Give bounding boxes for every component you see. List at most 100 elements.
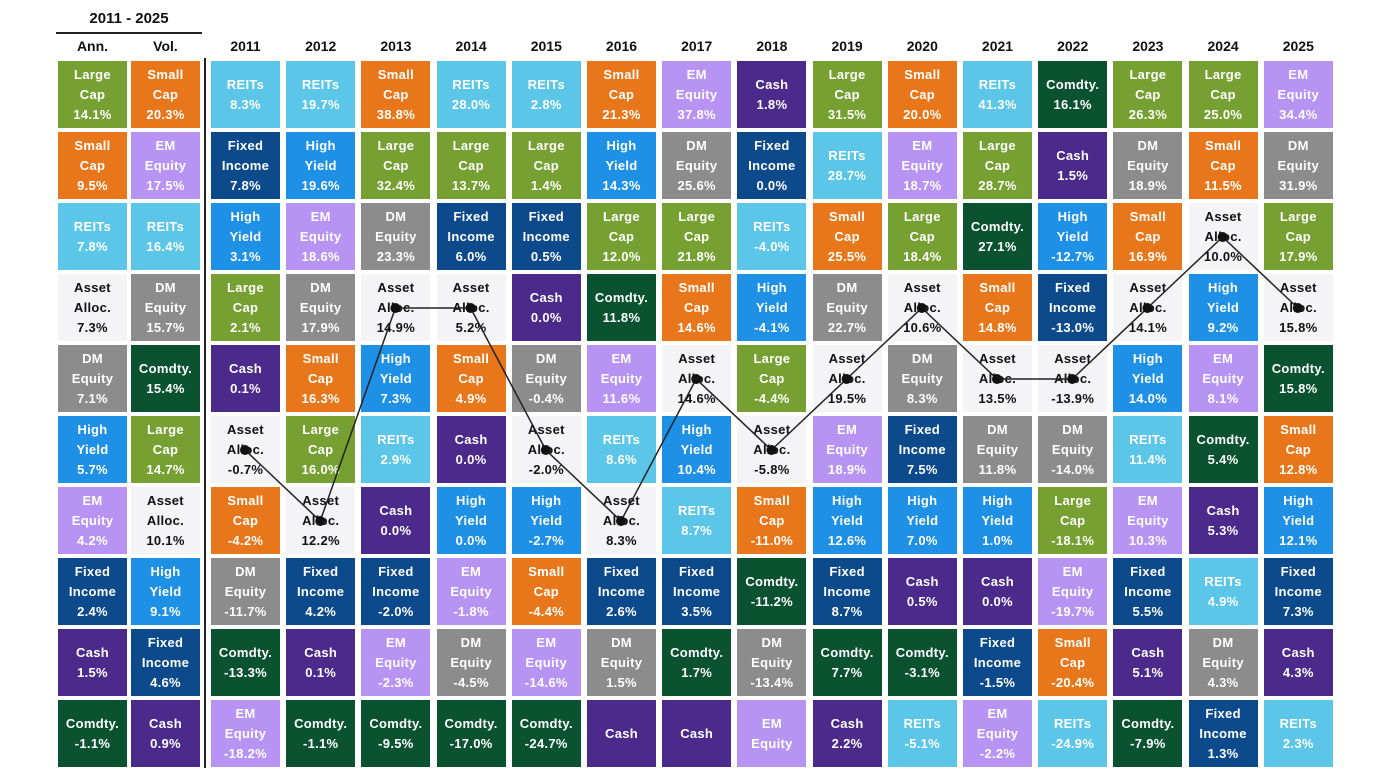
asset-name: Asset Alloc. xyxy=(1054,350,1092,386)
asset-return: 15.8% xyxy=(1279,319,1318,335)
quilt-cell: Asset Alloc. 14.9% xyxy=(361,274,431,341)
quilt-cell: Fixed Income 8.7% xyxy=(812,558,882,625)
asset-name: Small Cap xyxy=(453,350,490,386)
quilt-cell: Fixed Income 2.6% xyxy=(587,558,656,625)
asset-name: Fixed Income xyxy=(1049,279,1097,315)
asset-return: 20.0% xyxy=(903,106,942,122)
asset-name: Small Cap xyxy=(1280,421,1317,457)
asset-return: 1.3% xyxy=(1207,745,1239,761)
asset-return: -9.5% xyxy=(378,735,414,751)
quilt-cell: Small Cap 9.5% xyxy=(58,132,127,199)
asset-return: 18.4% xyxy=(903,248,942,264)
asset-return: 8.7% xyxy=(681,522,713,538)
quilt-cell: Large Cap 16.0% xyxy=(286,416,356,483)
quilt-cell: Asset Alloc. -0.7% xyxy=(211,416,280,483)
quilt-cell: REITs 28.0% xyxy=(436,61,506,128)
quilt-cell: REITs 41.3% xyxy=(963,61,1032,128)
asset-return: 5.3% xyxy=(1207,522,1239,538)
quilt-cell: Large Cap 26.3% xyxy=(1113,61,1183,128)
quilt-cell: Comdty. -11.2% xyxy=(737,558,807,625)
asset-return: 20.3% xyxy=(146,106,185,122)
asset-return: 11.8% xyxy=(978,461,1017,477)
asset-name: Comdty. xyxy=(670,644,724,660)
asset-return: 2.1% xyxy=(230,319,261,335)
asset-name: Cash xyxy=(529,289,563,305)
asset-return: -0.4% xyxy=(528,390,565,406)
asset-return: 0.0% xyxy=(530,309,562,325)
asset-name: Asset Alloc. xyxy=(602,492,641,528)
quilt-cell: High Yield -2.7% xyxy=(511,487,581,554)
asset-return: 15.8% xyxy=(1279,380,1318,396)
asset-name: Large Cap xyxy=(377,137,415,173)
asset-return: 4.3% xyxy=(1207,674,1239,690)
asset-name: Fixed Income xyxy=(297,563,345,599)
asset-return: -18.2% xyxy=(224,745,267,761)
asset-name: Large Cap xyxy=(147,421,184,457)
asset-name: Fixed Income xyxy=(823,563,871,599)
quilt-cell: High Yield 10.4% xyxy=(662,416,732,483)
asset-return: 12.0% xyxy=(602,248,641,264)
asset-name: DM Equity xyxy=(224,563,267,599)
quilt-cell: Asset Alloc. 13.5% xyxy=(963,345,1032,412)
asset-name: Fixed Income xyxy=(973,634,1022,670)
asset-name: DM Equity xyxy=(976,421,1019,457)
asset-return: 10.0% xyxy=(1203,248,1243,264)
asset-name: Small Cap xyxy=(1054,634,1091,670)
quilt-cell: Large Cap 17.9% xyxy=(1263,203,1333,270)
asset-name: Large Cap xyxy=(452,137,490,173)
asset-return: 7.0% xyxy=(906,532,938,548)
asset-name: DM Equity xyxy=(525,350,568,386)
asset-name: High Yield xyxy=(981,492,1014,528)
asset-return: 4.6% xyxy=(150,674,181,690)
asset-name: Large Cap xyxy=(227,279,264,315)
quilt-cell: EM Equity -2.2% xyxy=(963,700,1032,767)
asset-return: 9.5% xyxy=(77,177,108,193)
quilt-cell: Small Cap 16.3% xyxy=(286,345,356,412)
asset-name: Small Cap xyxy=(904,66,941,102)
asset-name: Asset Alloc. xyxy=(678,350,716,386)
asset-return: 5.5% xyxy=(1132,603,1164,619)
quilt-cell: EM Equity -18.2% xyxy=(211,700,280,767)
quilt-cell: High Yield 12.1% xyxy=(1263,487,1333,554)
quilt-cell: Comdty. -9.5% xyxy=(361,700,431,767)
asset-name: Comdty. xyxy=(895,644,949,660)
asset-return: -1.1% xyxy=(302,735,339,751)
asset-name: DM Equity xyxy=(675,137,718,173)
asset-return: 8.3% xyxy=(606,532,637,548)
quilt-cell: Cash 0.9% xyxy=(131,700,200,767)
asset-return: 1.7% xyxy=(681,664,713,680)
asset-name: EM Equity xyxy=(826,421,868,457)
asset-name: Asset Alloc. xyxy=(377,279,415,315)
asset-return: -4.5% xyxy=(453,674,489,690)
asset-return: -12.7% xyxy=(1051,248,1095,264)
asset-name: EM Equity xyxy=(901,137,944,173)
asset-name: Comdty. xyxy=(369,715,423,731)
asset-name: Fixed Income xyxy=(748,137,796,173)
asset-name: Cash xyxy=(680,725,714,741)
asset-return: 7.8% xyxy=(77,238,108,254)
quilt-cell: Comdty. -24.7% xyxy=(511,700,581,767)
quilt-cell: DM Equity 11.8% xyxy=(963,416,1032,483)
asset-name: REITs xyxy=(146,218,185,234)
quilt-cell: Large Cap 2.1% xyxy=(211,274,280,341)
asset-return: 16.9% xyxy=(1128,248,1168,264)
asset-name: Small Cap xyxy=(302,350,339,386)
quilt-cell: EM Equity 10.3% xyxy=(1113,487,1183,554)
asset-return: 0.0% xyxy=(982,593,1013,609)
asset-name: High Yield xyxy=(229,208,262,244)
asset-name: Fixed Income xyxy=(673,563,721,599)
quilt-cell: DM Equity -14.0% xyxy=(1038,416,1108,483)
quilt-cell: EM Equity 8.1% xyxy=(1188,345,1258,412)
quilt-cell: High Yield 1.0% xyxy=(963,487,1032,554)
asset-name: REITs xyxy=(301,76,340,92)
asset-return: 8.3% xyxy=(906,390,938,406)
asset-name: Small Cap xyxy=(74,137,111,173)
asset-return: -0.7% xyxy=(227,461,264,477)
asset-return: -4.4% xyxy=(754,390,790,406)
asset-name: Fixed Income xyxy=(141,634,190,670)
asset-return: -11.0% xyxy=(750,532,794,548)
asset-name: REITs xyxy=(602,431,641,447)
asset-return: 0.0% xyxy=(455,451,487,467)
asset-return: 2.9% xyxy=(380,451,412,467)
asset-return: 1.5% xyxy=(1057,167,1089,183)
